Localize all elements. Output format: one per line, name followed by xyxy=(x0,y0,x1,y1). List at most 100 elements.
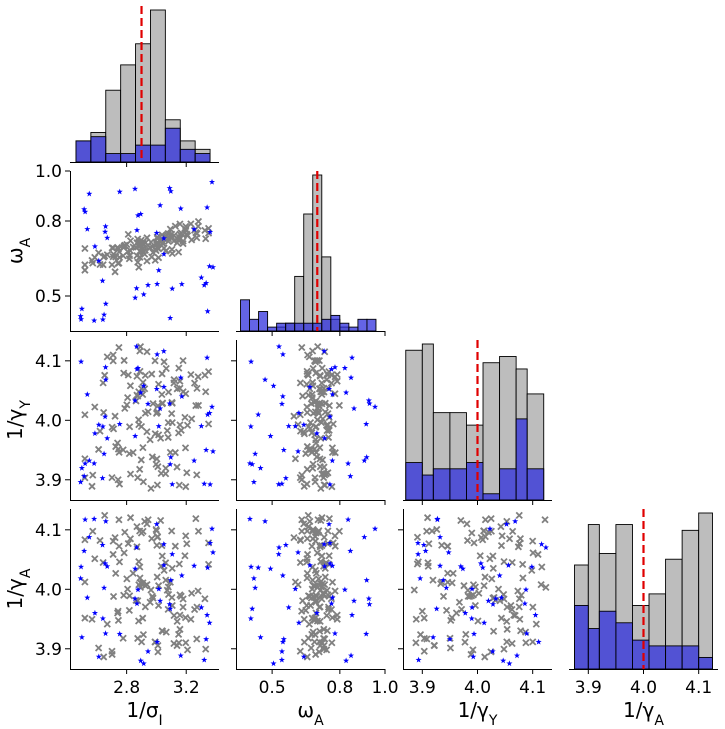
scatter-point-blue-21-23 xyxy=(257,464,264,471)
scatter-point-gray-21-64 xyxy=(300,482,308,490)
scatter-point-gray-20-58 xyxy=(153,481,162,489)
scatter-point-blue-32-12 xyxy=(457,563,464,569)
scatter-point-gray-32-47 xyxy=(488,575,496,583)
scatter-point-gray-30-97 xyxy=(109,537,117,545)
scatter-point-gray-32-117 xyxy=(425,540,433,548)
scatter-point-gray-32-76 xyxy=(439,592,448,601)
scatter-point-blue-21-39 xyxy=(326,481,333,488)
scatter-point-gray-30-115 xyxy=(152,527,161,535)
scatter-point-blue-20-27 xyxy=(86,457,93,464)
scatter-point-gray-32-65 xyxy=(420,647,428,655)
hist-bar-blue-gy-6 xyxy=(499,468,517,501)
hist-bar-blue-omega-1 xyxy=(249,318,260,332)
scatter-point-gray-32-19 xyxy=(515,511,523,519)
scatter-point-gray-30-124 xyxy=(202,645,210,653)
scatter-point-blue-21-16 xyxy=(262,376,269,383)
scatter-point-blue-21-14 xyxy=(247,423,254,430)
scatter-point-gray-32-109 xyxy=(532,620,540,628)
scatter-point-gray-32-68 xyxy=(475,589,483,597)
scatter-point-blue-20-24 xyxy=(91,430,98,437)
x-tick-label-gy-1: 4.0 xyxy=(464,678,491,698)
scatter-point-blue-21-13 xyxy=(331,364,339,370)
scatter-point-gray-10-103 xyxy=(164,237,172,246)
scatter-point-gray-20-39 xyxy=(175,481,183,489)
scatter-point-gray-10-111 xyxy=(134,235,142,243)
scatter-point-blue-30-37 xyxy=(132,565,139,572)
scatter-point-blue-31-1 xyxy=(250,575,257,581)
hist-bar-blue-sigma-7 xyxy=(179,148,196,163)
scatter-point-gray-31-44 xyxy=(298,607,306,615)
scatter-point-blue-10-44 xyxy=(160,250,167,257)
histogram-ga xyxy=(569,509,718,670)
scatter-point-gray-32-90 xyxy=(528,566,536,575)
scatter-point-gray-30-46 xyxy=(120,591,128,599)
scatter-point-gray-10-52 xyxy=(126,237,135,245)
scatter-point-blue-32-20 xyxy=(446,636,453,642)
scatter-point-gray-10-94 xyxy=(149,248,157,257)
scatter-point-blue-21-21 xyxy=(347,473,354,479)
scatter-point-gray-10-97 xyxy=(109,244,117,252)
scatter-point-blue-20-17 xyxy=(191,457,198,464)
scatter-point-gray-21-109 xyxy=(305,353,313,361)
scatter-point-blue-20-26 xyxy=(101,450,108,457)
scatter-point-gray-20-22 xyxy=(164,388,173,396)
scatter-point-blue-32-37 xyxy=(459,565,466,572)
scatter-point-gray-20-59 xyxy=(173,463,181,471)
hist-bar-blue-omega-3 xyxy=(267,326,278,332)
scatter-point-blue-31-2 xyxy=(341,586,348,593)
scatter-point-blue-20-11 xyxy=(209,448,217,454)
scatter-point-blue-30-7 xyxy=(133,600,141,607)
scatter-point-blue-21-47 xyxy=(249,461,256,467)
scatter-point-blue-30-29 xyxy=(133,544,140,551)
scatter-point-gray-21-84 xyxy=(335,401,344,409)
scatter-point-blue-10-20 xyxy=(203,279,210,286)
scatter-point-blue-20-5 xyxy=(201,480,208,487)
scatter-point-blue-32-28 xyxy=(528,563,535,570)
scatter-point-gray-32-128 xyxy=(509,527,517,535)
scatter-point-blue-20-22 xyxy=(166,400,173,407)
scatter-point-blue-30-30 xyxy=(208,525,216,532)
scatter-point-gray-30-64 xyxy=(88,615,96,623)
scatter-point-gray-31-80 xyxy=(315,648,323,656)
scatter-point-blue-10-40 xyxy=(204,308,211,314)
hist-bar-gray-omega-7 xyxy=(303,213,314,332)
scatter-point-gray-31-127 xyxy=(309,628,317,636)
scatter-point-gray-30-104 xyxy=(115,542,123,550)
scatter-point-blue-32-27 xyxy=(437,533,444,540)
scatter-point-blue-32-22 xyxy=(489,601,497,607)
scatter-point-gray-31-111 xyxy=(319,634,328,643)
scatter-point-gray-32-79 xyxy=(537,581,545,589)
scatter-point-blue-10-23 xyxy=(78,305,85,312)
scatter-point-blue-21-17 xyxy=(329,457,336,464)
scatter-point-blue-31-18 xyxy=(343,657,350,664)
scatter-point-gray-32-87 xyxy=(452,609,461,617)
scatter-point-gray-30-75 xyxy=(176,611,184,619)
hist-bar-blue-omega-0 xyxy=(240,299,250,332)
scatter-point-gray-10-98 xyxy=(115,259,123,267)
scatter-point-gray-30-21 xyxy=(133,522,141,531)
scatter-point-gray-32-63 xyxy=(519,560,527,568)
scatter-point-gray-20-76 xyxy=(148,453,156,461)
scatter-point-gray-31-77 xyxy=(296,558,305,567)
scatter-point-gray-30-27 xyxy=(193,603,201,611)
scatter-point-gray-30-67 xyxy=(156,516,165,525)
scatter-point-gray-20-48 xyxy=(124,371,132,379)
scatter-point-gray-21-77 xyxy=(296,379,305,387)
scatter-point-gray-10-85 xyxy=(176,230,184,238)
scatter-point-gray-31-19 xyxy=(304,511,312,519)
scatter-point-gray-31-92 xyxy=(323,611,331,620)
scatter-point-blue-21-4 xyxy=(282,474,289,481)
scatter-point-blue-31-38 xyxy=(345,516,352,523)
scatter-point-gray-10-116 xyxy=(147,238,155,246)
scatter-point-gray-10-72 xyxy=(136,253,144,261)
scatter-point-blue-31-27 xyxy=(361,533,368,540)
scatter-point-blue-30-20 xyxy=(203,636,210,642)
scatter-point-blue-30-3 xyxy=(169,551,176,557)
scatter-point-blue-31-28 xyxy=(248,563,255,570)
scatter-point-blue-20-36 xyxy=(160,348,167,354)
scatter-point-gray-20-1 xyxy=(190,379,199,387)
scatter-point-blue-32-13 xyxy=(523,630,530,637)
scatter-point-gray-32-98 xyxy=(541,516,549,524)
scatter-point-blue-30-23 xyxy=(78,634,85,640)
scatter-point-gray-21-100 xyxy=(308,347,317,355)
